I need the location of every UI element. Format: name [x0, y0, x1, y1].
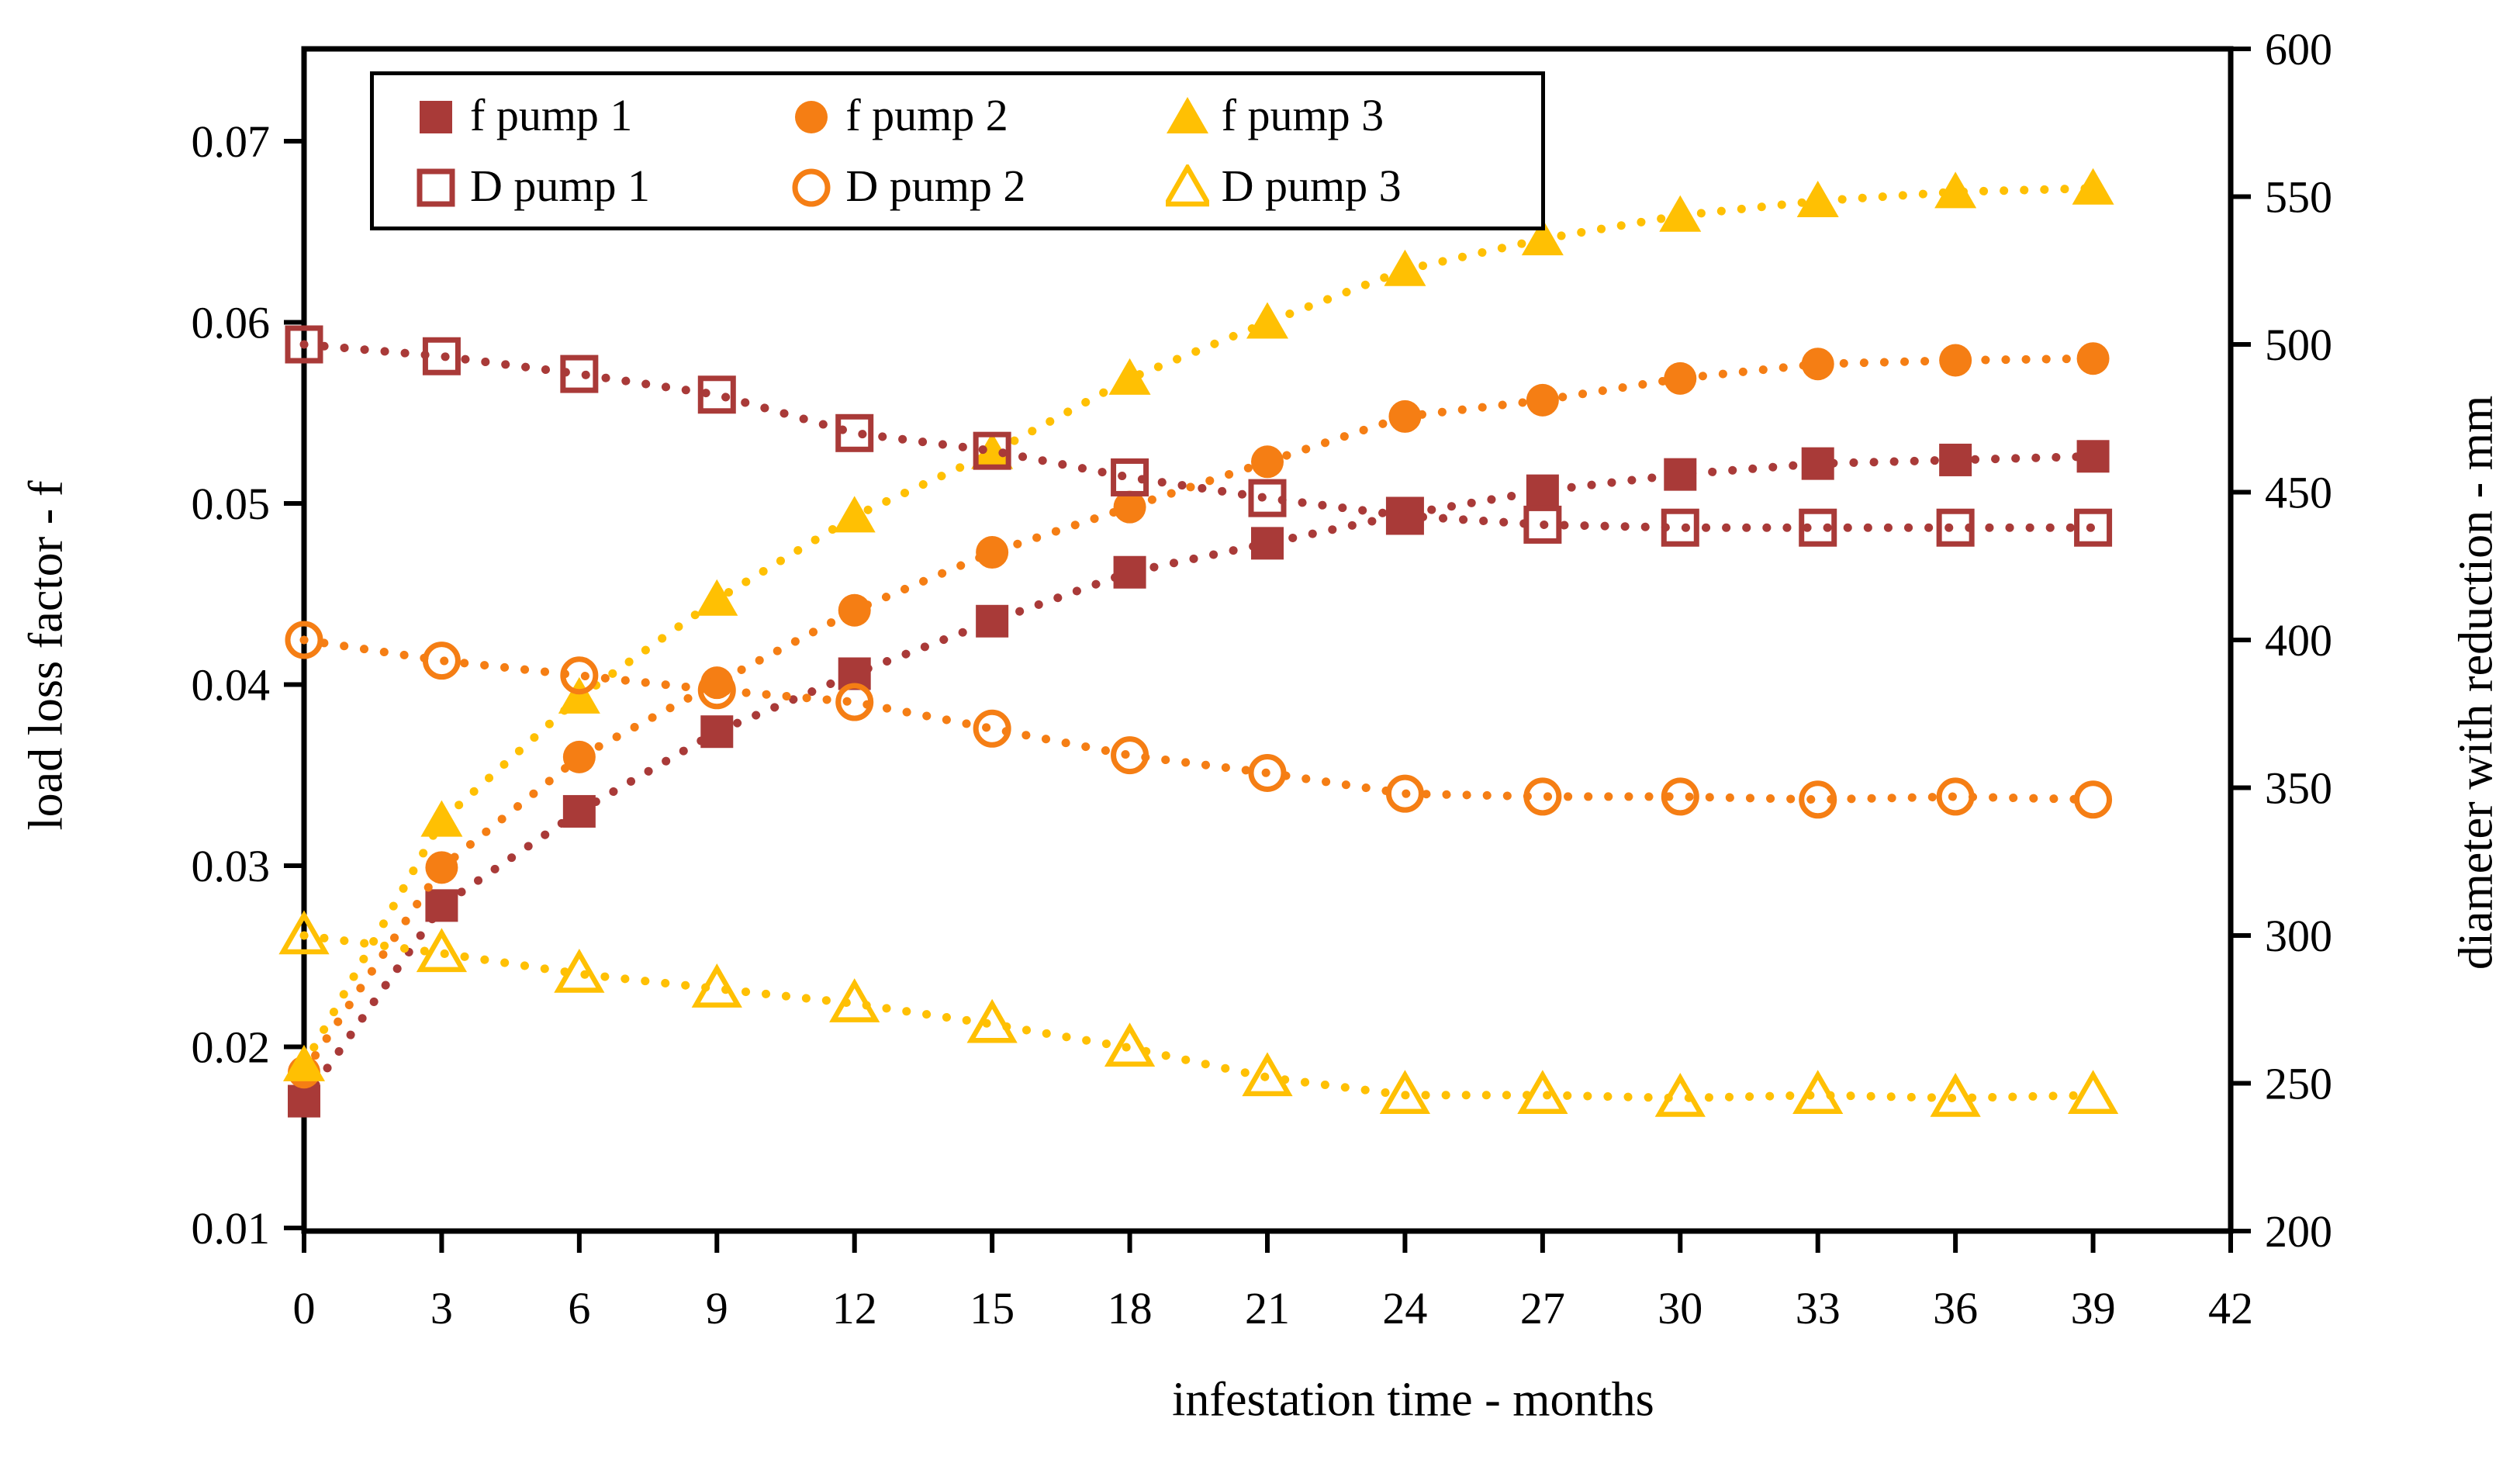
svg-text:500: 500: [2265, 320, 2332, 370]
svg-text:3: 3: [430, 1283, 453, 1333]
svg-text:600: 600: [2265, 24, 2332, 74]
legend-marker-open-square-icon: [417, 168, 455, 207]
legend-label: f pump 1: [470, 89, 633, 140]
svg-text:18: 18: [1108, 1283, 1153, 1333]
svg-text:6: 6: [568, 1283, 590, 1333]
svg-text:300: 300: [2265, 911, 2332, 961]
svg-text:450: 450: [2265, 468, 2332, 518]
svg-text:9: 9: [706, 1283, 728, 1333]
legend: f pump 1 f pump 2 f pump 3 D pump 1 D pu…: [370, 71, 1545, 230]
legend-marker-open-triangle-icon: [1165, 164, 1209, 207]
svg-text:0.04: 0.04: [192, 660, 271, 711]
legend-label: D pump 2: [845, 161, 1026, 212]
legend-label: f pump 3: [1221, 89, 1384, 140]
svg-text:21: 21: [1245, 1283, 1290, 1333]
svg-text:36: 36: [1933, 1283, 1978, 1333]
svg-text:39: 39: [2071, 1283, 2116, 1333]
svg-text:350: 350: [2265, 763, 2332, 814]
svg-text:42: 42: [2208, 1283, 2253, 1333]
svg-text:12: 12: [832, 1283, 877, 1333]
legend-marker-filled-triangle-icon: [1166, 96, 1208, 133]
legend-item-D-pump-1: D pump 1: [414, 164, 790, 209]
svg-text:0.02: 0.02: [192, 1022, 271, 1073]
svg-text:30: 30: [1658, 1283, 1702, 1333]
svg-text:24: 24: [1382, 1283, 1427, 1333]
svg-text:200: 200: [2265, 1206, 2332, 1257]
svg-text:0.03: 0.03: [192, 841, 271, 891]
svg-text:0.01: 0.01: [192, 1203, 271, 1254]
y-left-axis-title: load loss factor - f: [19, 480, 73, 831]
legend-marker-filled-circle-icon: [795, 100, 828, 133]
svg-text:15: 15: [970, 1283, 1015, 1333]
svg-text:550: 550: [2265, 172, 2332, 223]
svg-text:400: 400: [2265, 615, 2332, 666]
legend-marker-open-circle-icon: [792, 168, 831, 207]
legend-label: D pump 1: [470, 161, 650, 212]
legend-item-f-pump-1: f pump 1: [414, 89, 790, 140]
legend-item-D-pump-2: D pump 2: [790, 164, 1165, 209]
svg-text:250: 250: [2265, 1059, 2332, 1109]
legend-item-f-pump-2: f pump 2: [790, 89, 1165, 140]
svg-text:33: 33: [1796, 1283, 1841, 1333]
legend-label: D pump 3: [1221, 161, 1402, 212]
legend-marker-filled-square-icon: [420, 100, 452, 133]
x-axis-title: infestation time - months: [1172, 1373, 1654, 1427]
legend-item-f-pump-3: f pump 3: [1166, 89, 1541, 140]
svg-text:0.07: 0.07: [192, 116, 271, 167]
svg-text:0.06: 0.06: [192, 298, 271, 348]
svg-text:0: 0: [293, 1283, 316, 1333]
legend-label: f pump 2: [845, 89, 1008, 140]
svg-text:27: 27: [1520, 1283, 1565, 1333]
y-right-axis-title: diameter with reduction - mm: [2449, 395, 2503, 970]
legend-item-D-pump-3: D pump 3: [1165, 161, 1541, 212]
svg-text:0.05: 0.05: [192, 479, 271, 529]
